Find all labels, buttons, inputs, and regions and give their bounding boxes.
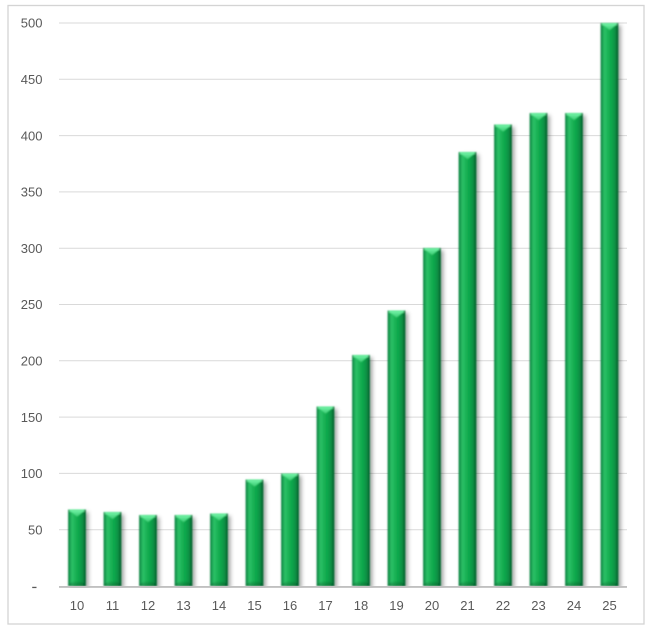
svg-text:21: 21 — [460, 598, 474, 613]
svg-text:13: 13 — [176, 598, 190, 613]
svg-text:10: 10 — [70, 598, 84, 613]
svg-text:24: 24 — [567, 598, 581, 613]
svg-text:19: 19 — [389, 598, 403, 613]
svg-text:23: 23 — [531, 598, 545, 613]
svg-text:15: 15 — [247, 598, 261, 613]
svg-text:150: 150 — [21, 410, 43, 425]
svg-text:350: 350 — [21, 185, 43, 200]
svg-text:50: 50 — [28, 522, 42, 537]
svg-text:250: 250 — [21, 297, 43, 312]
svg-text:14: 14 — [212, 598, 226, 613]
svg-text:11: 11 — [106, 598, 120, 613]
svg-text:12: 12 — [141, 598, 155, 613]
svg-text:18: 18 — [354, 598, 368, 613]
svg-text:400: 400 — [21, 128, 43, 143]
svg-text:16: 16 — [283, 598, 297, 613]
svg-text:100: 100 — [21, 466, 43, 481]
svg-text:17: 17 — [318, 598, 332, 613]
svg-text:25: 25 — [602, 598, 616, 613]
svg-text:300: 300 — [21, 241, 43, 256]
svg-text:450: 450 — [21, 72, 43, 87]
svg-text:200: 200 — [21, 354, 43, 369]
svg-text:22: 22 — [496, 598, 510, 613]
svg-text:500: 500 — [21, 16, 43, 31]
svg-text:20: 20 — [425, 598, 439, 613]
